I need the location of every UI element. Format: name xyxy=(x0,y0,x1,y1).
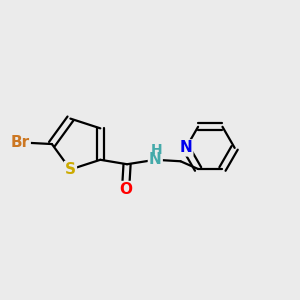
Text: N: N xyxy=(149,152,162,167)
Text: S: S xyxy=(65,162,76,177)
Text: Br: Br xyxy=(11,135,30,150)
Text: N: N xyxy=(179,140,192,155)
Text: O: O xyxy=(119,182,132,197)
Text: H: H xyxy=(151,143,163,157)
